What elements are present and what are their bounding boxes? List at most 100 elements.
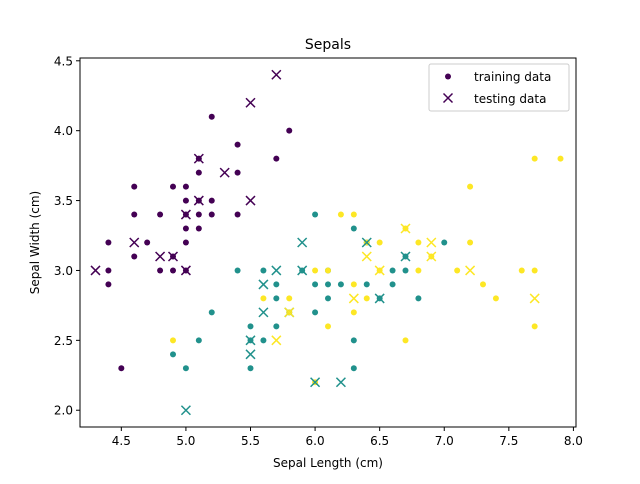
training-point [234,169,241,176]
y-tick-label: 2.5 [54,334,73,348]
training-point [131,253,138,260]
chart-title: Sepals [305,37,351,53]
testing-point [167,251,179,262]
training-point [260,337,267,344]
testing-point [310,377,321,388]
training-point [182,225,189,232]
legend-marker-training [445,73,451,80]
y-tick-label: 4.0 [54,124,73,138]
testing-point [361,237,372,248]
training-point [492,295,499,302]
points-layer [90,69,564,416]
training-point [234,141,241,148]
training-point [273,323,280,330]
training-point [208,197,215,204]
training-point [389,281,396,288]
training-point [363,281,370,288]
y-tick-label: 3.0 [54,264,73,278]
training-point [325,267,331,274]
training-point [170,337,176,344]
testing-point [361,251,372,262]
testing-point [90,265,101,276]
training-point [195,337,202,344]
training-point [157,267,164,274]
x-axis-ticks: 4.5 5.0 5.5 6.0 6.5 7.0 7.5 8.0 [112,427,583,448]
testing-point [180,405,191,416]
training-point [312,309,319,316]
training-point [363,295,370,302]
testing-point [193,153,204,164]
x-tick-label: 7.0 [435,434,454,448]
testing-point [426,237,437,248]
training-point [350,365,357,372]
training-point [415,267,422,274]
training-point [105,239,112,246]
testing-point [465,265,476,276]
training-point [402,337,409,344]
training-point [350,281,357,288]
training-point [195,169,202,176]
testing-point [400,223,411,234]
training-point [325,295,331,302]
testing-point [180,265,191,276]
training-point [247,323,254,330]
testing-point [271,335,282,346]
training-point [105,281,112,288]
training-point [325,281,331,288]
training-point [350,211,357,218]
training-point [182,197,189,204]
training-point [531,323,538,330]
x-axis-label: Sepal Length (cm) [273,456,383,470]
testing-point [374,293,385,304]
training-point [182,239,189,246]
training-point [195,211,202,218]
training-point [273,295,280,302]
testing-point [129,237,140,248]
testing-point [426,251,437,262]
training-point [350,225,357,232]
legend-label-testing: testing data [474,92,546,106]
training-point [105,267,112,274]
testing-point [348,293,359,304]
testing-point [335,377,346,388]
training-point [518,267,525,274]
training-point [260,267,267,274]
training-point [131,183,138,190]
training-point [376,239,383,246]
x-tick-label: 8.0 [564,434,583,448]
training-point [441,239,448,246]
x-tick-label: 5.0 [176,434,195,448]
training-point [208,309,215,316]
training-point [454,267,461,274]
testing-point [284,307,295,318]
y-axis-label: Sepal Width (cm) [28,191,42,294]
testing-point [258,307,269,318]
training-point [247,365,254,372]
x-tick-label: 6.5 [370,434,389,448]
training-point [312,211,319,218]
testing-point [180,209,191,220]
training-point [337,281,344,288]
testing-point [245,195,256,206]
testing-point [529,293,540,304]
plot-frame [79,57,577,428]
training-point [157,211,164,218]
training-point [182,183,189,190]
training-point [170,351,176,358]
training-point [312,281,319,288]
testing-point [155,251,166,262]
training-point [170,183,176,190]
training-point [402,267,409,274]
testing-point [271,69,282,80]
y-tick-label: 4.5 [54,54,73,68]
legend: training data testing data [428,63,570,112]
training-point [531,267,538,274]
testing-point [374,265,385,276]
training-point [531,155,538,162]
y-tick-label: 2.0 [54,404,73,418]
training-point [480,281,486,288]
y-tick-label: 3.5 [54,194,73,208]
training-point [234,211,241,218]
training-point [389,267,396,274]
training-point [350,309,357,316]
